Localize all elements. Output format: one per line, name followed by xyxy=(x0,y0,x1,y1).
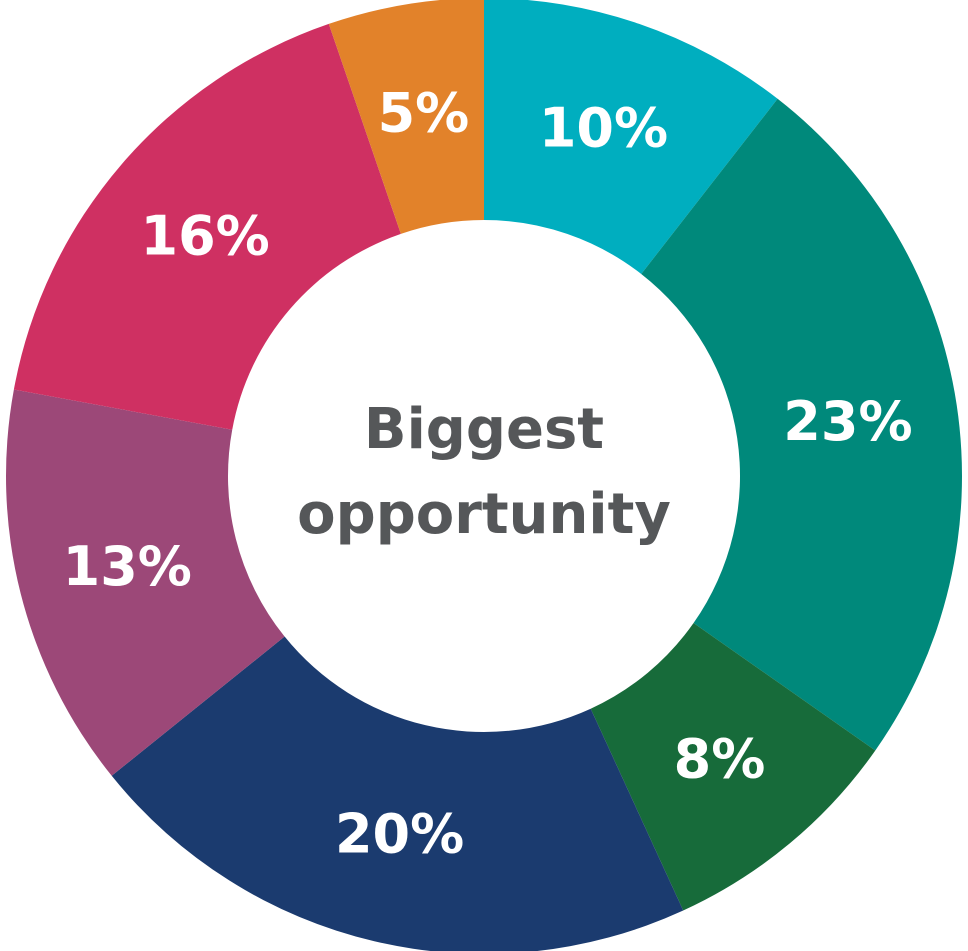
slice-6 xyxy=(328,0,484,234)
center-label-line-1: Biggest xyxy=(364,397,604,462)
donut-slices xyxy=(5,0,962,951)
center-label-line-2: opportunity xyxy=(297,482,671,547)
slice-label-5: 16% xyxy=(141,204,270,267)
slice-label-4: 13% xyxy=(63,535,192,598)
slice-label-6: 5% xyxy=(378,82,470,145)
slice-labels: 10% 23% 8% 20% 13% 16% 5% xyxy=(63,82,913,866)
slice-3 xyxy=(111,636,684,951)
center-label: Biggest opportunity xyxy=(297,397,671,547)
slice-label-1: 23% xyxy=(783,390,912,453)
slice-label-3: 20% xyxy=(335,803,464,866)
slice-4 xyxy=(5,389,285,776)
slice-0 xyxy=(484,0,778,274)
slice-2 xyxy=(590,623,876,911)
slice-1 xyxy=(641,98,962,751)
slice-label-0: 10% xyxy=(539,96,668,159)
slice-label-2: 8% xyxy=(674,727,766,790)
slice-5 xyxy=(13,23,401,430)
